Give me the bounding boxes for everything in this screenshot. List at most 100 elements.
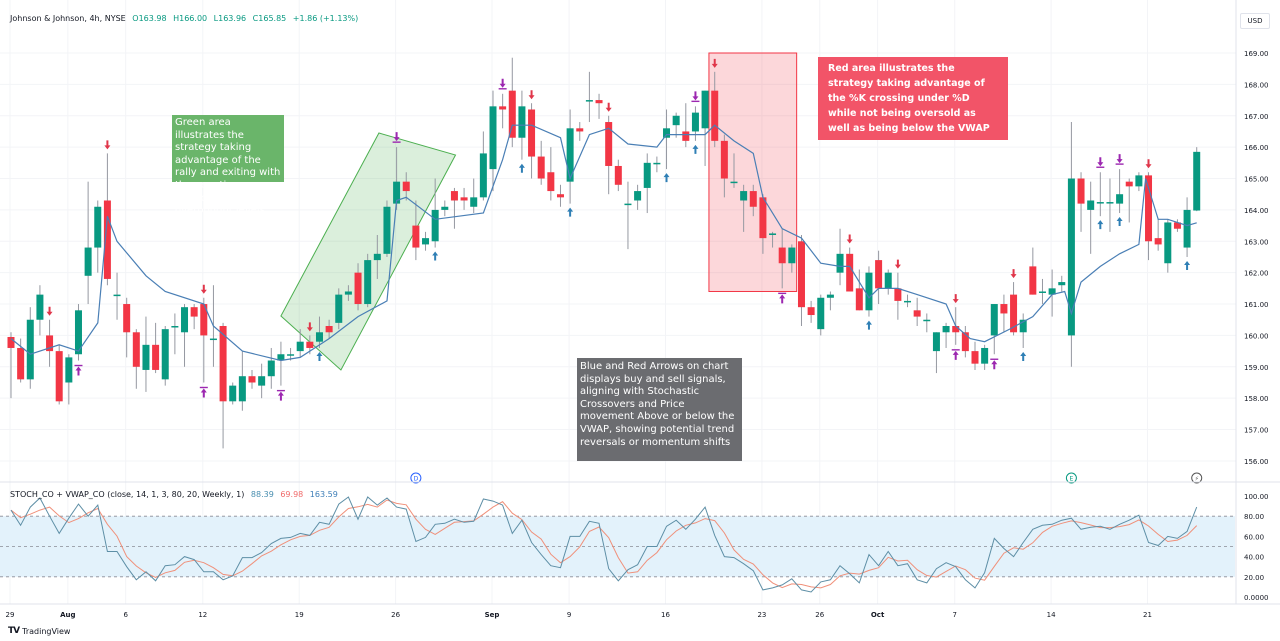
price-tick-label: 156.00 — [1244, 458, 1269, 466]
arrow-down-icon — [104, 140, 111, 150]
time-tick-label: 26 — [391, 611, 400, 619]
candle-body — [489, 106, 497, 170]
candle-body — [393, 181, 401, 204]
arrow-down-icon — [692, 91, 699, 101]
exit-short-signal — [990, 358, 999, 370]
candle-body — [499, 106, 507, 110]
candle-body — [402, 181, 410, 192]
arrow-up-icon — [692, 144, 699, 154]
arrow-down-icon — [46, 306, 53, 316]
candle-body — [296, 341, 304, 352]
candle-body — [817, 297, 825, 330]
buy-signal — [316, 351, 323, 361]
signals-annotation: Blue and Red Arrows on chart displays bu… — [577, 358, 742, 461]
candle-body — [1000, 304, 1008, 314]
candle-body — [769, 233, 777, 236]
candle-body — [1164, 222, 1172, 264]
buy-signal — [1116, 217, 1123, 227]
candle-body — [904, 300, 912, 303]
candle-body — [1154, 238, 1162, 245]
symbol-legend[interactable]: Johnson & Johnson, 4h, NYSE O163.98 H166… — [10, 14, 358, 23]
candle-body — [335, 294, 343, 323]
time-tick-label: 9 — [567, 611, 571, 619]
sell-signal — [711, 58, 718, 68]
candle-body — [1067, 178, 1075, 336]
k-value: 88.39 — [250, 490, 274, 499]
buy-signal — [518, 163, 525, 173]
price-tick-label: 167.00 — [1244, 113, 1269, 121]
grid — [0, 0, 1236, 604]
arrow-down-icon — [1116, 154, 1123, 164]
candle-body — [846, 253, 854, 292]
arrow-up-icon — [1116, 217, 1123, 227]
candle-body — [749, 191, 757, 207]
candle-body — [84, 247, 92, 276]
candle-body — [325, 326, 333, 333]
arrow-down-icon — [393, 132, 400, 142]
buy-signal — [1097, 220, 1104, 230]
tradingview-footer[interactable]: TV TradingView — [8, 626, 70, 636]
time-tick-label: 21 — [1143, 611, 1152, 619]
sell-signal — [952, 294, 959, 304]
candle-body — [1058, 282, 1066, 286]
green-annotation: Green area illustrates the strategy taki… — [172, 115, 284, 216]
candle-body — [267, 360, 275, 377]
price-tick-label: 161.00 — [1244, 301, 1269, 309]
arrow-down-icon — [1097, 157, 1104, 167]
arrow-up-icon — [865, 320, 872, 330]
sell-signal — [528, 90, 535, 100]
candle-body — [932, 332, 940, 352]
arrow-down-icon — [952, 294, 959, 304]
candle-body — [190, 307, 198, 317]
price-tick-label: 168.00 — [1244, 81, 1269, 89]
arrow-up-icon — [1184, 260, 1191, 270]
candle-body — [94, 206, 102, 248]
candle-body — [470, 197, 478, 207]
candle-body — [643, 162, 651, 188]
candle-body — [701, 90, 709, 129]
candle-body — [865, 272, 873, 311]
candle-body — [1116, 194, 1124, 204]
candle-body — [875, 260, 883, 289]
time-tick-label: 16 — [661, 611, 670, 619]
change-value: +1.86 (+1.13%) — [292, 14, 359, 23]
candle-body — [759, 197, 767, 239]
sell-signal — [1010, 269, 1017, 279]
event-marker-earnings: E — [1065, 472, 1077, 484]
candle-body — [383, 206, 391, 254]
arrow-up-icon — [567, 207, 574, 217]
exit-short-signal — [199, 386, 208, 398]
exit-short-signal — [276, 389, 285, 401]
candle-body — [1173, 222, 1181, 229]
arrow-up-icon — [1097, 220, 1104, 230]
arrow-up-icon — [991, 360, 998, 370]
candle-body — [884, 272, 892, 289]
sell-signal — [104, 140, 111, 150]
exit-long-signal — [691, 91, 700, 103]
symbol-title: Johnson & Johnson, 4h, NYSE — [10, 14, 126, 23]
brand-name: TradingView — [22, 626, 71, 636]
red-annotation: Red area illustrates the strategy taking… — [818, 57, 1008, 140]
candle-body — [315, 332, 323, 342]
buy-signal — [432, 251, 439, 261]
candle-body — [691, 112, 699, 132]
candle-body — [479, 153, 487, 198]
candle-body — [740, 191, 748, 201]
price-tick-label: 158.00 — [1244, 395, 1269, 403]
candle-body — [26, 319, 34, 380]
vwap-line — [10, 124, 1197, 362]
candle-body — [981, 347, 989, 364]
candle-body — [142, 344, 150, 370]
candle-body — [855, 288, 863, 311]
indicator-legend[interactable]: STOCH_CO + VWAP_CO (close, 14, 1, 3, 80,… — [10, 490, 338, 499]
sell-signal — [1145, 159, 1152, 169]
candle-body — [113, 294, 121, 297]
candle-body — [1077, 178, 1085, 204]
arrow-down-icon — [846, 234, 853, 244]
arrow-down-icon — [894, 259, 901, 269]
price-tick-label: 159.00 — [1244, 364, 1269, 372]
currency-button[interactable]: USD — [1240, 13, 1270, 29]
event-label: D — [414, 476, 419, 483]
candle-body — [1125, 181, 1133, 187]
